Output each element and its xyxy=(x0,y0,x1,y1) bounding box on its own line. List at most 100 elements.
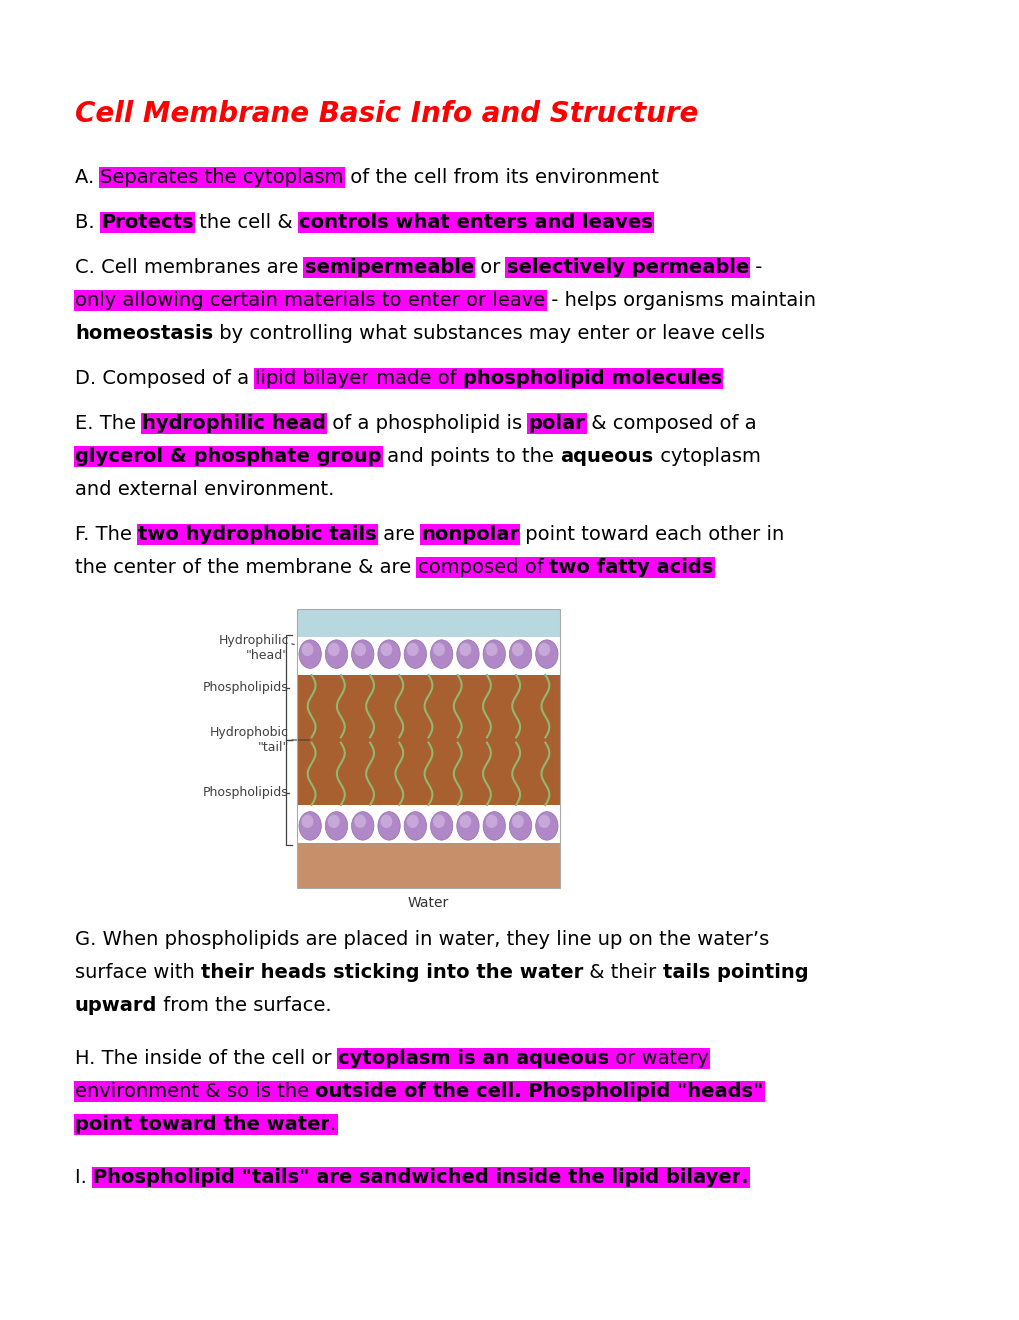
Ellipse shape xyxy=(485,814,497,828)
Ellipse shape xyxy=(299,812,321,840)
Text: made of: made of xyxy=(370,370,463,388)
Text: the cell &: the cell & xyxy=(194,213,299,232)
Text: phospholipid molecules: phospholipid molecules xyxy=(463,370,721,388)
Text: are: are xyxy=(376,525,421,544)
Text: point toward each other in: point toward each other in xyxy=(519,525,784,544)
Text: Hydrophilic
"head": Hydrophilic "head" xyxy=(218,635,288,663)
Ellipse shape xyxy=(512,643,524,656)
Ellipse shape xyxy=(327,814,339,828)
Text: B.: B. xyxy=(75,213,101,232)
Text: & their: & their xyxy=(583,964,662,982)
Ellipse shape xyxy=(380,814,392,828)
Text: the center of the membrane & are: the center of the membrane & are xyxy=(75,558,417,577)
Ellipse shape xyxy=(407,643,418,656)
Text: two fatty acids: two fatty acids xyxy=(549,558,713,577)
Ellipse shape xyxy=(354,643,366,656)
Text: Hydrophobic
"tail": Hydrophobic "tail" xyxy=(210,726,288,754)
Text: polar: polar xyxy=(528,414,585,433)
Text: .: . xyxy=(741,1168,748,1187)
Text: nonpolar: nonpolar xyxy=(421,525,519,544)
Text: of a phospholipid is: of a phospholipid is xyxy=(326,414,528,433)
Ellipse shape xyxy=(377,640,399,668)
Text: so is the: so is the xyxy=(226,1082,315,1101)
Text: lipid bilayer: lipid bilayer xyxy=(255,370,370,388)
Ellipse shape xyxy=(508,640,531,668)
Text: & composed of a: & composed of a xyxy=(585,414,756,433)
Ellipse shape xyxy=(512,814,524,828)
Text: Separates the cytoplasm: Separates the cytoplasm xyxy=(101,168,343,187)
Ellipse shape xyxy=(377,812,399,840)
Text: Phospholipids: Phospholipids xyxy=(203,681,288,694)
Text: D. Composed of a: D. Composed of a xyxy=(75,370,255,388)
Text: by controlling what substances may enter or leave cells: by controlling what substances may enter… xyxy=(213,323,764,343)
Text: glycerol & phosphate group: glycerol & phosphate group xyxy=(75,447,381,466)
Text: semipermeable: semipermeable xyxy=(305,257,474,277)
Ellipse shape xyxy=(352,640,374,668)
Text: controls what enters and leaves: controls what enters and leaves xyxy=(299,213,652,232)
Text: .: . xyxy=(330,1115,336,1134)
Ellipse shape xyxy=(433,643,444,656)
Ellipse shape xyxy=(302,643,313,656)
Text: point toward the water: point toward the water xyxy=(75,1115,330,1134)
Text: -: - xyxy=(748,257,761,277)
Text: C. Cell membranes are: C. Cell membranes are xyxy=(75,257,305,277)
Ellipse shape xyxy=(404,812,426,840)
Bar xyxy=(297,609,559,638)
Text: Phospholipid "tails" are sandwiched inside the lipid bilayer: Phospholipid "tails" are sandwiched insi… xyxy=(93,1168,741,1187)
Ellipse shape xyxy=(457,640,479,668)
Text: - helps organisms maintain: - helps organisms maintain xyxy=(545,290,815,310)
Ellipse shape xyxy=(354,814,366,828)
Ellipse shape xyxy=(433,814,444,828)
Ellipse shape xyxy=(327,643,339,656)
Text: their heads sticking into the water: their heads sticking into the water xyxy=(201,964,583,982)
Bar xyxy=(297,609,559,888)
Ellipse shape xyxy=(483,640,505,668)
Ellipse shape xyxy=(430,640,452,668)
Ellipse shape xyxy=(535,812,557,840)
Text: Water: Water xyxy=(408,896,448,909)
Ellipse shape xyxy=(302,814,313,828)
Text: surface with: surface with xyxy=(75,964,201,982)
Text: of the cell from its environment: of the cell from its environment xyxy=(343,168,658,187)
Ellipse shape xyxy=(485,643,497,656)
Ellipse shape xyxy=(407,814,418,828)
Ellipse shape xyxy=(535,640,557,668)
Ellipse shape xyxy=(430,812,452,840)
Text: aqueous: aqueous xyxy=(560,447,653,466)
Text: environment &: environment & xyxy=(75,1082,226,1101)
Text: G. When phospholipids are placed in water, they line up on the water’s: G. When phospholipids are placed in wate… xyxy=(75,931,768,949)
Ellipse shape xyxy=(457,812,479,840)
Ellipse shape xyxy=(459,814,471,828)
Ellipse shape xyxy=(508,812,531,840)
Text: tails pointing: tails pointing xyxy=(662,964,808,982)
Ellipse shape xyxy=(380,643,392,656)
Text: hydrophilic head: hydrophilic head xyxy=(142,414,326,433)
Text: F. The: F. The xyxy=(75,525,138,544)
Text: A.: A. xyxy=(75,168,101,187)
Ellipse shape xyxy=(483,812,505,840)
Ellipse shape xyxy=(325,640,347,668)
Text: only allowing certain materials to enter or leave: only allowing certain materials to enter… xyxy=(75,290,545,310)
Text: upward: upward xyxy=(75,997,157,1015)
Text: H. The inside of the cell or: H. The inside of the cell or xyxy=(75,1049,337,1068)
Text: from the surface.: from the surface. xyxy=(157,997,331,1015)
Text: Cell Membrane Basic Info and Structure: Cell Membrane Basic Info and Structure xyxy=(75,100,698,128)
Text: homeostasis: homeostasis xyxy=(75,323,213,343)
Text: composed of: composed of xyxy=(417,558,549,577)
Ellipse shape xyxy=(325,812,347,840)
Ellipse shape xyxy=(299,640,321,668)
Text: or watery: or watery xyxy=(608,1049,708,1068)
Ellipse shape xyxy=(538,814,549,828)
Text: and external environment.: and external environment. xyxy=(75,480,334,499)
Text: two hydrophobic tails: two hydrophobic tails xyxy=(138,525,376,544)
Text: selectively permeable: selectively permeable xyxy=(506,257,748,277)
Text: E. The: E. The xyxy=(75,414,142,433)
Ellipse shape xyxy=(352,812,374,840)
Bar xyxy=(297,675,559,805)
Text: and points to the: and points to the xyxy=(381,447,560,466)
Text: I.: I. xyxy=(75,1168,93,1187)
Ellipse shape xyxy=(404,640,426,668)
Text: outside of the cell. Phospholipid "heads": outside of the cell. Phospholipid "heads… xyxy=(315,1082,762,1101)
Text: Protects: Protects xyxy=(101,213,194,232)
Text: Phospholipids: Phospholipids xyxy=(203,785,288,799)
